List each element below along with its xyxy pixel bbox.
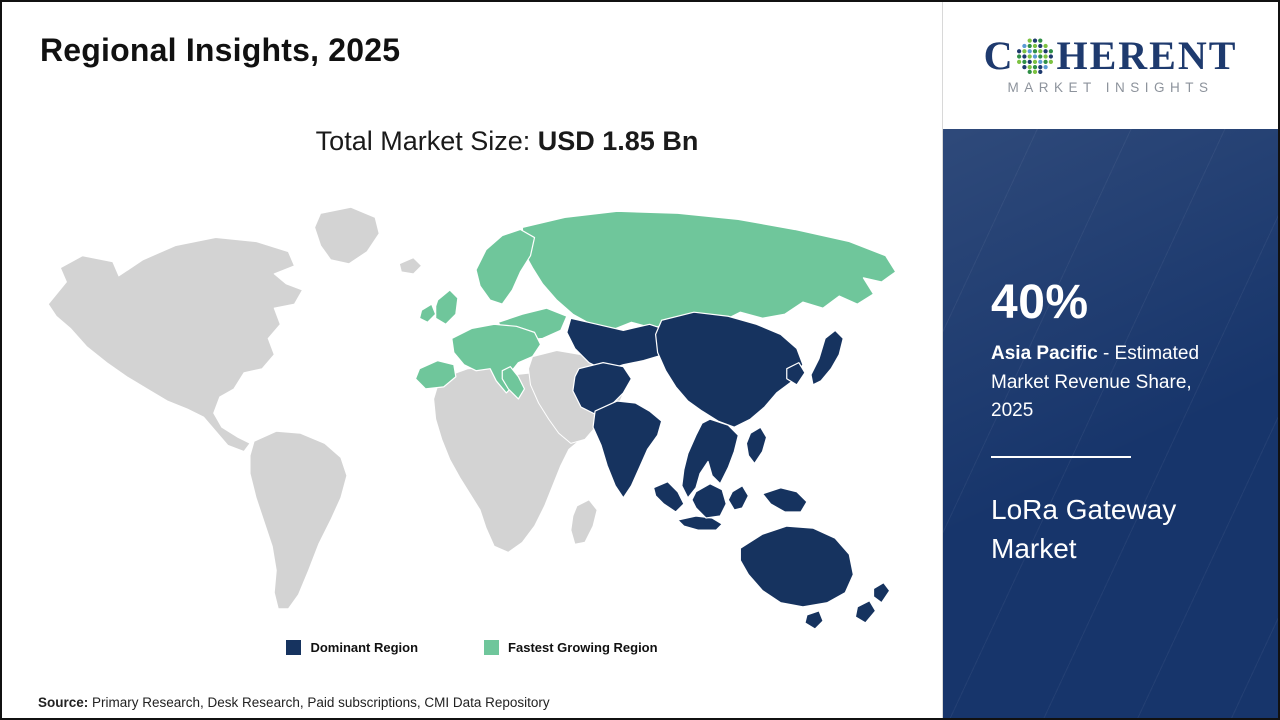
map-sumatra — [652, 481, 685, 513]
map-dominant-regions — [566, 311, 891, 630]
map-new-zealand-south — [854, 600, 877, 624]
map-korea — [786, 362, 806, 386]
sidebar-panel: 40% Asia Pacific - Estimated Market Reve… — [943, 129, 1278, 718]
map-italy — [501, 366, 526, 400]
brand-name-post: HERENT — [1056, 33, 1238, 78]
dominant-swatch-rect — [286, 640, 302, 655]
legend: Dominant Region Fastest Growing Region — [2, 640, 942, 655]
sidebar: C HERENT MARKET INSIGHTS 40% Asia Pacifi… — [942, 2, 1278, 718]
map-new-zealand-north — [872, 581, 891, 604]
map-iberia — [414, 360, 457, 390]
brand-tagline: MARKET INSIGHTS — [1007, 80, 1214, 95]
map-india — [592, 400, 663, 499]
map-north-america — [47, 237, 303, 452]
map-russia — [521, 210, 897, 331]
page-title: Regional Insights, 2025 — [40, 32, 401, 68]
market-share-text: - Estimated Market Revenue Share, 2025 — [991, 343, 1200, 421]
map-scandinavia — [475, 228, 536, 305]
market-share-description: Asia Pacific - Estimated Market Revenue … — [991, 340, 1229, 426]
brand-name-pre: C — [983, 33, 1015, 78]
map-australia — [739, 525, 854, 608]
dominant-region-swatch — [286, 640, 302, 655]
market-size-label: Total Market Size: — [315, 126, 531, 156]
map-borneo — [691, 483, 727, 519]
source-label: Source: — [38, 695, 89, 710]
map-madagascar — [570, 499, 598, 545]
map-philippines — [745, 426, 768, 465]
map-japan — [810, 329, 844, 386]
map-tasmania — [804, 610, 824, 630]
market-size-line: Total Market Size: USD 1.85 Bn — [2, 126, 942, 157]
map-new-guinea — [761, 487, 808, 513]
fastest-growing-region-label: Fastest Growing Region — [508, 640, 658, 655]
market-size-value: USD 1.85 Bn — [537, 126, 699, 156]
map-fastest-growing-regions — [414, 210, 897, 400]
map-central-asia — [566, 317, 675, 372]
map-indochina — [681, 418, 739, 499]
brand-name: C HERENT — [984, 36, 1238, 76]
fastest-growing-swatch-rect — [484, 640, 500, 655]
market-name: LoRa Gateway Market — [991, 493, 1177, 564]
map-ireland — [418, 303, 437, 323]
source-text: Primary Research, Desk Research, Paid su… — [88, 695, 550, 710]
sidebar-divider — [991, 455, 1131, 458]
map-java — [677, 515, 723, 531]
main-content: Regional Insights, 2025 Total Market Siz… — [2, 2, 942, 718]
map-china-mongolia — [654, 311, 804, 428]
source-line: Source: Primary Research, Desk Research,… — [38, 695, 550, 710]
world-map — [47, 206, 897, 630]
legend-item-fastest-growing: Fastest Growing Region — [484, 640, 658, 655]
market-share-value: 40% — [991, 276, 1089, 329]
market-share-region: Asia Pacific — [991, 343, 1098, 364]
brand-logo: C HERENT MARKET INSIGHTS — [943, 2, 1278, 129]
map-iceland — [398, 257, 423, 275]
dominant-region-label: Dominant Region — [310, 640, 419, 655]
map-uk — [435, 289, 459, 325]
map-south-america — [249, 430, 348, 610]
globe-icon — [1017, 38, 1054, 74]
map-sulawesi — [727, 485, 750, 511]
map-greenland — [314, 206, 380, 265]
fastest-growing-region-swatch — [484, 640, 500, 655]
legend-item-dominant: Dominant Region — [286, 640, 418, 655]
